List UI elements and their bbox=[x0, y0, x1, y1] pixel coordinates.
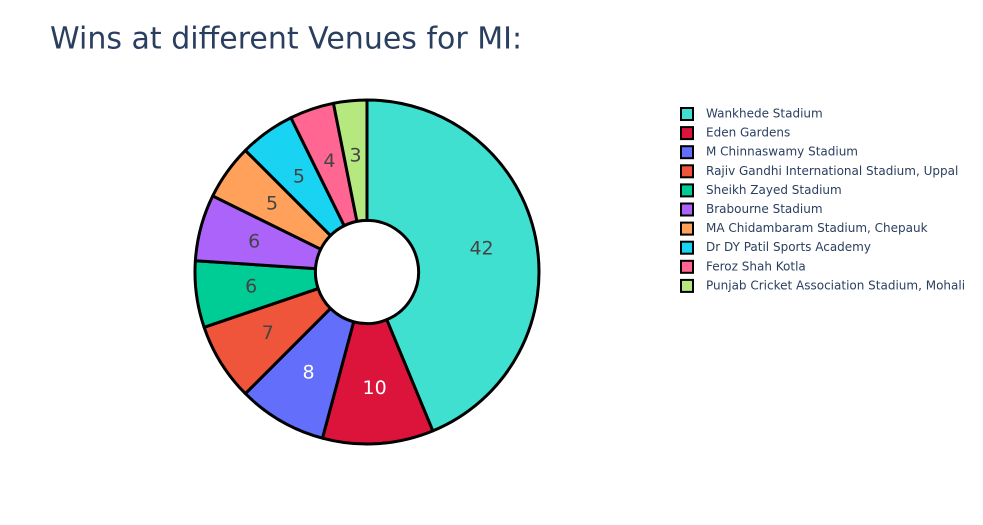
slice-label: 5 bbox=[293, 166, 305, 188]
legend-swatch bbox=[680, 278, 694, 293]
legend-swatch bbox=[680, 126, 694, 141]
legend-swatch bbox=[680, 164, 694, 179]
slice-label: 3 bbox=[350, 144, 362, 166]
legend-swatch bbox=[680, 202, 694, 217]
slice-label: 10 bbox=[363, 377, 387, 399]
slice-label: 5 bbox=[266, 192, 278, 214]
legend-swatch bbox=[680, 240, 694, 255]
legend-swatch bbox=[680, 183, 694, 198]
legend-label: Brabourne Stadium bbox=[706, 202, 823, 216]
slice-label: 8 bbox=[303, 362, 315, 384]
legend-label: MA Chidambaram Stadium, Chepauk bbox=[706, 221, 928, 235]
legend-label: M Chinnaswamy Stadium bbox=[706, 145, 858, 159]
legend-label: Feroz Shah Kotla bbox=[706, 259, 806, 273]
slice bbox=[320, 318, 435, 446]
legend-swatch bbox=[680, 259, 694, 274]
legend-swatch bbox=[680, 221, 694, 236]
slice-label: 4 bbox=[323, 150, 335, 172]
legend-swatch bbox=[680, 145, 694, 160]
legend-swatch bbox=[680, 107, 694, 121]
legend-label: Punjab Cricket Association Stadium, Moha… bbox=[706, 278, 965, 292]
slice bbox=[365, 98, 541, 433]
legend-label: Eden Gardens bbox=[706, 126, 790, 140]
slice-label: 6 bbox=[245, 276, 257, 298]
legend-label: Sheikh Zayed Stadium bbox=[706, 183, 842, 197]
legend-label: Dr DY Patil Sports Academy bbox=[706, 240, 871, 254]
slice-label: 7 bbox=[262, 322, 274, 344]
slice bbox=[331, 98, 369, 223]
slice-label: 6 bbox=[248, 230, 260, 252]
legend-label: Rajiv Gandhi International Stadium, Uppa… bbox=[706, 164, 958, 178]
slice-label: 42 bbox=[469, 238, 493, 260]
legend-label: Wankhede Stadium bbox=[706, 107, 823, 121]
chart-title: Wins at different Venues for MI: bbox=[50, 22, 522, 57]
